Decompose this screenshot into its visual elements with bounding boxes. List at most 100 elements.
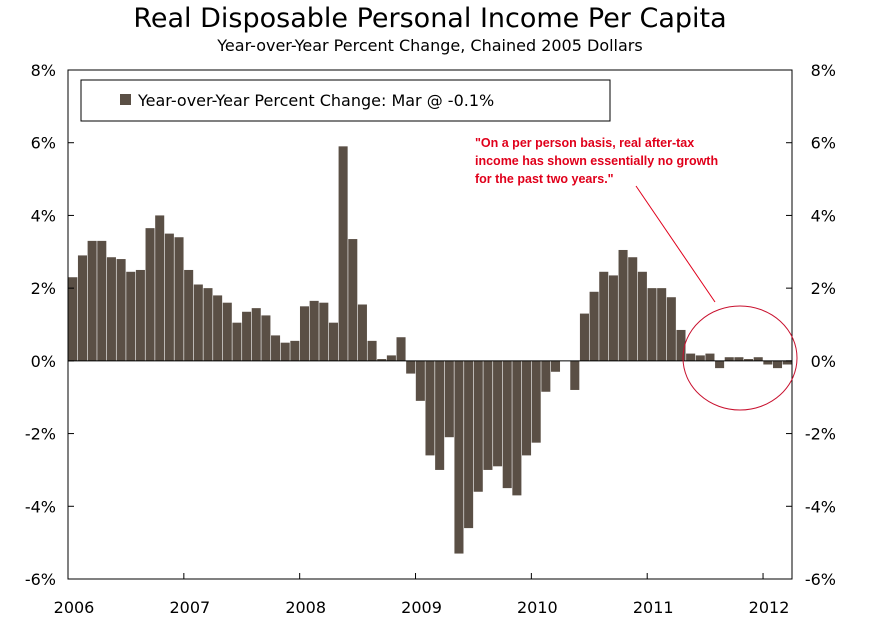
y-tick-label-right: 4% (811, 206, 836, 225)
bar (106, 257, 116, 361)
bar (251, 308, 261, 361)
bar (444, 360, 454, 438)
bar (290, 340, 300, 361)
bar (338, 146, 348, 361)
y-axis-left: 8% 6% 4% 2% 0% -2% -4% -6% (25, 61, 792, 589)
bar (261, 315, 271, 361)
bar (406, 360, 416, 374)
bar (734, 357, 744, 361)
bar (357, 304, 367, 361)
highlight-circle (682, 305, 798, 411)
bar (425, 360, 435, 456)
bar (348, 239, 358, 361)
bar (97, 240, 107, 361)
bar (473, 360, 483, 492)
bar (493, 360, 503, 467)
bar (502, 360, 512, 489)
bar (280, 342, 290, 361)
bar (599, 271, 609, 361)
bar (155, 215, 165, 361)
bar (377, 359, 387, 361)
x-tick-label: 2011 (633, 598, 674, 617)
bars-group (68, 146, 792, 554)
bar (724, 357, 734, 361)
annotation: "On a per person basis, real after-tax i… (475, 136, 798, 411)
bar (328, 322, 338, 361)
bar (705, 353, 715, 361)
y-tick-label-left: -6% (25, 570, 56, 589)
bar (628, 257, 638, 361)
bar (483, 360, 493, 470)
y-tick-label-right: 6% (811, 134, 836, 153)
bar (68, 277, 78, 361)
y-tick-label-left: 2% (31, 279, 56, 298)
y-tick-label-left: 6% (31, 134, 56, 153)
bar (242, 311, 252, 361)
bar (550, 360, 561, 372)
x-tick-label: 2012 (749, 598, 790, 617)
bar (203, 288, 213, 361)
bar (753, 357, 763, 361)
bar (386, 355, 396, 361)
y-tick-label-right: 8% (811, 61, 836, 80)
legend-swatch (120, 94, 131, 105)
bar (782, 360, 792, 365)
bar (763, 360, 773, 365)
bar (213, 295, 223, 361)
annotation-pointer (635, 185, 716, 303)
bar (396, 337, 406, 361)
bar (637, 271, 647, 361)
bar (193, 284, 203, 361)
bar (145, 228, 155, 361)
y-tick-label-left: 8% (31, 61, 56, 80)
y-tick-label-right: -2% (805, 425, 836, 444)
annotation-text: "On a per person basis, real after-tax i… (475, 136, 722, 186)
bar (579, 313, 589, 361)
bar (174, 237, 184, 361)
x-axis: 2006 2007 2008 2009 2010 2011 2012 (54, 573, 790, 617)
bar (570, 360, 580, 390)
bar (271, 335, 281, 361)
bar (686, 353, 696, 361)
bar (454, 360, 464, 554)
bar (541, 360, 551, 392)
bar (744, 359, 754, 361)
bar (164, 233, 174, 361)
bar (299, 306, 310, 361)
y-tick-label-right: -6% (805, 570, 836, 589)
bar (87, 240, 97, 361)
bar (522, 360, 532, 456)
y-tick-label-right: 2% (811, 279, 836, 298)
bar (666, 297, 676, 361)
y-tick-label-left: 4% (31, 206, 56, 225)
bar (126, 271, 136, 361)
bar (464, 360, 474, 529)
bar (772, 360, 783, 369)
bar (618, 249, 628, 361)
x-tick-label: 2006 (54, 598, 95, 617)
plot-frame (67, 69, 793, 580)
bar (512, 360, 522, 496)
x-tick-label: 2008 (285, 598, 326, 617)
y-axis-right: 8% 6% 4% 2% 0% -2% -4% -6% (805, 61, 836, 589)
bar (589, 291, 599, 361)
bar (715, 360, 725, 369)
bar (531, 360, 541, 443)
y-tick-label-right: 0% (811, 352, 836, 371)
annotation-line: "On a per person basis, real after-tax (475, 136, 694, 150)
bar (184, 269, 194, 361)
bar (695, 355, 705, 361)
annotation-line: for the past two years." (475, 172, 614, 186)
bar (319, 302, 329, 361)
bar (309, 300, 319, 361)
y-tick-label-left: -2% (25, 425, 56, 444)
x-tick-label: 2010 (517, 598, 558, 617)
y-tick-label-right: -4% (805, 497, 836, 516)
bar (367, 340, 377, 361)
bar (415, 360, 425, 401)
bar (435, 360, 445, 470)
legend-label: Year-over-Year Percent Change: Mar @ -0.… (137, 91, 494, 110)
bar (135, 269, 145, 361)
legend: Year-over-Year Percent Change: Mar @ -0.… (80, 79, 611, 122)
